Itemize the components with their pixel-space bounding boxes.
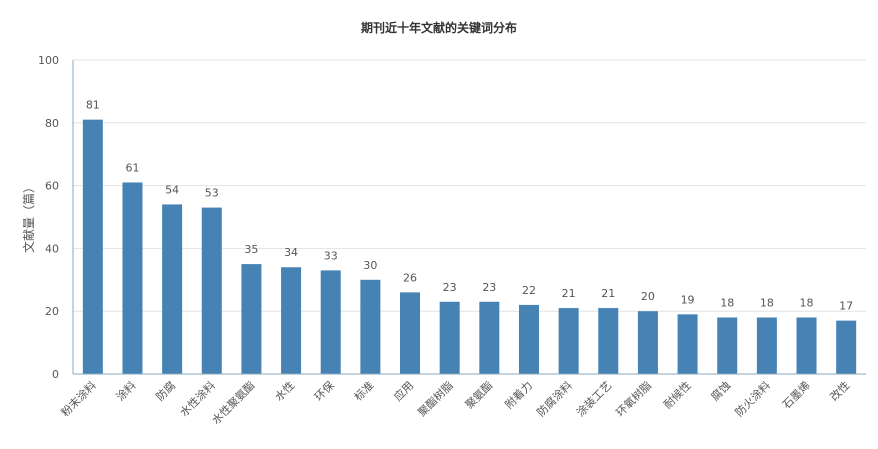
- bar: [201, 207, 222, 374]
- bar: [637, 311, 658, 374]
- bar: [439, 301, 460, 374]
- bar: [241, 264, 262, 374]
- bar: [717, 317, 738, 374]
- y-tick-label: 40: [45, 242, 59, 255]
- x-tick-label: 改性: [827, 378, 852, 403]
- x-tick-label: 腐蚀: [708, 378, 733, 403]
- x-tick-label: 环氧树脂: [613, 378, 654, 419]
- chart-title: 期刊近十年文献的关键词分布: [361, 20, 517, 35]
- data-label: 22: [522, 284, 536, 297]
- data-label: 21: [562, 287, 576, 300]
- y-tick-label: 60: [45, 180, 59, 193]
- grid-lines: [73, 59, 866, 312]
- data-label: 33: [324, 249, 338, 262]
- y-tick-label: 0: [52, 368, 59, 381]
- x-tick-label: 水性: [272, 378, 297, 403]
- data-label: 20: [641, 290, 655, 303]
- x-tick-label: 防腐涂料: [534, 378, 575, 419]
- bar: [122, 182, 143, 374]
- data-label: 54: [165, 183, 179, 196]
- x-tick-label: 石墨烯: [780, 379, 813, 412]
- bar: [400, 292, 421, 374]
- bar: [677, 314, 698, 374]
- x-tick-label: 环保: [311, 378, 336, 403]
- bar: [796, 317, 817, 374]
- x-tick-label: 附着力: [502, 378, 535, 411]
- x-tick-label: 耐候性: [660, 378, 693, 411]
- y-axis-label: 文献量（篇）: [21, 181, 36, 253]
- y-tick-label: 20: [45, 305, 59, 318]
- x-tick-label: 涂料: [113, 378, 138, 403]
- y-axis-ticks: 0 20 40 60 80 100: [38, 54, 59, 381]
- x-tick-label: 聚氨酯: [463, 379, 496, 412]
- data-label: 26: [403, 271, 417, 284]
- data-label: 18: [800, 296, 814, 309]
- x-axis-ticks: 粉末涂料 涂料 防腐 水性涂料水性聚氨酯 水性 环保 标准 应用 聚酯树脂 聚氨酯 附着力 防腐涂料涂…: [58, 378, 852, 427]
- data-labels: 81 61 54 53 35 34 33 30 26 23 23 22 21 21 20 19 18 18 18 17: [86, 99, 853, 313]
- x-tick-label: 粉末涂料: [58, 378, 99, 419]
- bar: [836, 320, 857, 374]
- x-tick-label: 防火涂料: [732, 378, 773, 419]
- bar: [281, 267, 302, 374]
- x-tick-label: 聚酯树脂: [415, 378, 456, 419]
- bar: [162, 204, 183, 374]
- bar: [360, 279, 381, 374]
- data-label: 19: [681, 293, 695, 306]
- x-tick-label: 防腐: [153, 378, 178, 403]
- bar: [558, 308, 579, 374]
- x-tick-label: 水性涂料: [177, 378, 218, 419]
- data-label: 81: [86, 99, 100, 112]
- data-label: 34: [284, 246, 298, 259]
- data-label: 18: [760, 296, 774, 309]
- x-tick-label: 标准: [351, 378, 376, 403]
- data-label: 21: [601, 287, 615, 300]
- data-label: 18: [720, 296, 734, 309]
- data-label: 61: [125, 161, 139, 174]
- bar: [320, 270, 341, 374]
- bar: [598, 308, 619, 374]
- data-label: 23: [443, 281, 457, 294]
- data-label: 35: [244, 243, 258, 256]
- x-tick-label: 水性聚氨酯: [209, 378, 258, 427]
- y-tick-label: 100: [38, 54, 59, 67]
- bar: [756, 317, 777, 374]
- bars: [82, 119, 857, 374]
- x-tick-label: 涂装工艺: [573, 378, 614, 419]
- bar: [479, 301, 500, 374]
- bar: [518, 304, 539, 374]
- bar: [82, 119, 103, 374]
- y-tick-label: 80: [45, 117, 59, 130]
- x-tick-label: 应用: [391, 378, 416, 403]
- data-label: 23: [482, 281, 496, 294]
- data-label: 53: [205, 187, 219, 200]
- data-label: 30: [363, 259, 377, 272]
- data-label: 17: [839, 300, 853, 313]
